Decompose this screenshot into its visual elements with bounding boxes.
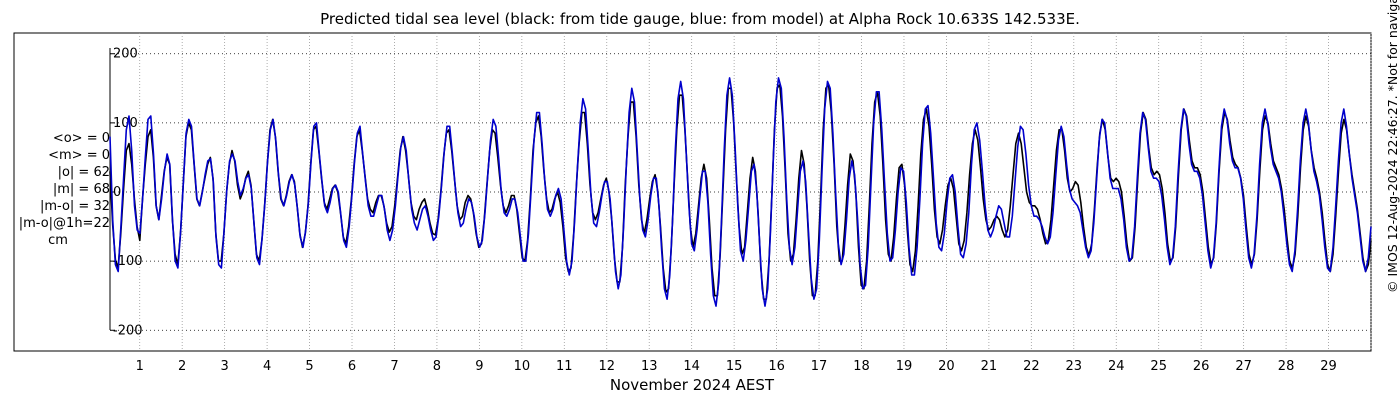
x-tick-label: 25: [1150, 359, 1167, 374]
x-tick-label: 12: [598, 359, 615, 374]
x-tick-label: 8: [433, 359, 441, 374]
outer-box: [13, 32, 1372, 352]
x-tick-label: 20: [938, 359, 955, 374]
stats-panel: <o> = 0 <m> = 0 |o| = 62 |m| = 68 |m-o| …: [6, 130, 110, 249]
x-tick-label: 2: [178, 359, 186, 374]
x-tick-label: 10: [514, 359, 531, 374]
x-tick-label: 28: [1278, 359, 1295, 374]
x-tick-label: 27: [1235, 359, 1252, 374]
copyright-note: © IMOS 12-Aug-2024 22:46:27. *Not for na…: [1385, 0, 1400, 293]
series-group: [109, 77, 1372, 307]
stat-unit: cm: [48, 233, 68, 248]
x-ticks: 1 2 3 4 5 6 7 8 9 10 11 12 13 14 15 16 17 18 19 20 21 22 23 24 2…: [136, 359, 1337, 374]
x-tick-label: 3: [220, 359, 228, 374]
x-tick-label: 6: [348, 359, 356, 374]
x-tick-label: 9: [475, 359, 483, 374]
stat-abs-diff-1h: |m-o|@1h=22: [18, 216, 110, 231]
stat-mean-observed: <o> = 0: [52, 131, 110, 146]
y-tick-label: 0: [113, 185, 121, 200]
x-tick-label: 22: [1023, 359, 1040, 374]
y-tick-label: -100: [113, 254, 143, 269]
grid-lines: [110, 33, 1372, 351]
x-tick-label: 13: [641, 359, 658, 374]
x-tick-label: 15: [726, 359, 743, 374]
chart-title: Predicted tidal sea level (black: from t…: [320, 10, 1080, 28]
x-tick-label: 16: [768, 359, 785, 374]
y-tick-label: 100: [113, 116, 138, 131]
stat-mean-model: <m> = 0: [48, 148, 110, 163]
series-line-model: [109, 77, 1372, 307]
y-tick-label: 200: [113, 47, 138, 62]
stat-abs-diff: |m-o| = 32: [39, 199, 110, 214]
x-tick-label: 26: [1193, 359, 1210, 374]
x-tick-label: 19: [896, 359, 913, 374]
x-tick-label: 1: [136, 359, 144, 374]
x-tick-label: 21: [981, 359, 998, 374]
y-tick-label: -200: [113, 323, 143, 338]
x-tick-label: 14: [683, 359, 700, 374]
x-tick-label: 17: [811, 359, 828, 374]
x-axis-label: November 2024 AEST: [610, 376, 775, 394]
stat-abs-model: |m| = 68: [52, 182, 110, 197]
x-tick-label: 11: [556, 359, 573, 374]
x-tick-label: 7: [390, 359, 398, 374]
x-tick-label: 23: [1066, 359, 1083, 374]
x-tick-label: 24: [1108, 359, 1125, 374]
y-ticks: -200 -100 0 100 200: [110, 47, 143, 338]
x-tick-label: 5: [305, 359, 313, 374]
stat-abs-observed: |o| = 62: [57, 165, 110, 180]
x-tick-label: 18: [853, 359, 870, 374]
x-tick-label: 29: [1320, 359, 1337, 374]
x-tick-label: 4: [263, 359, 271, 374]
